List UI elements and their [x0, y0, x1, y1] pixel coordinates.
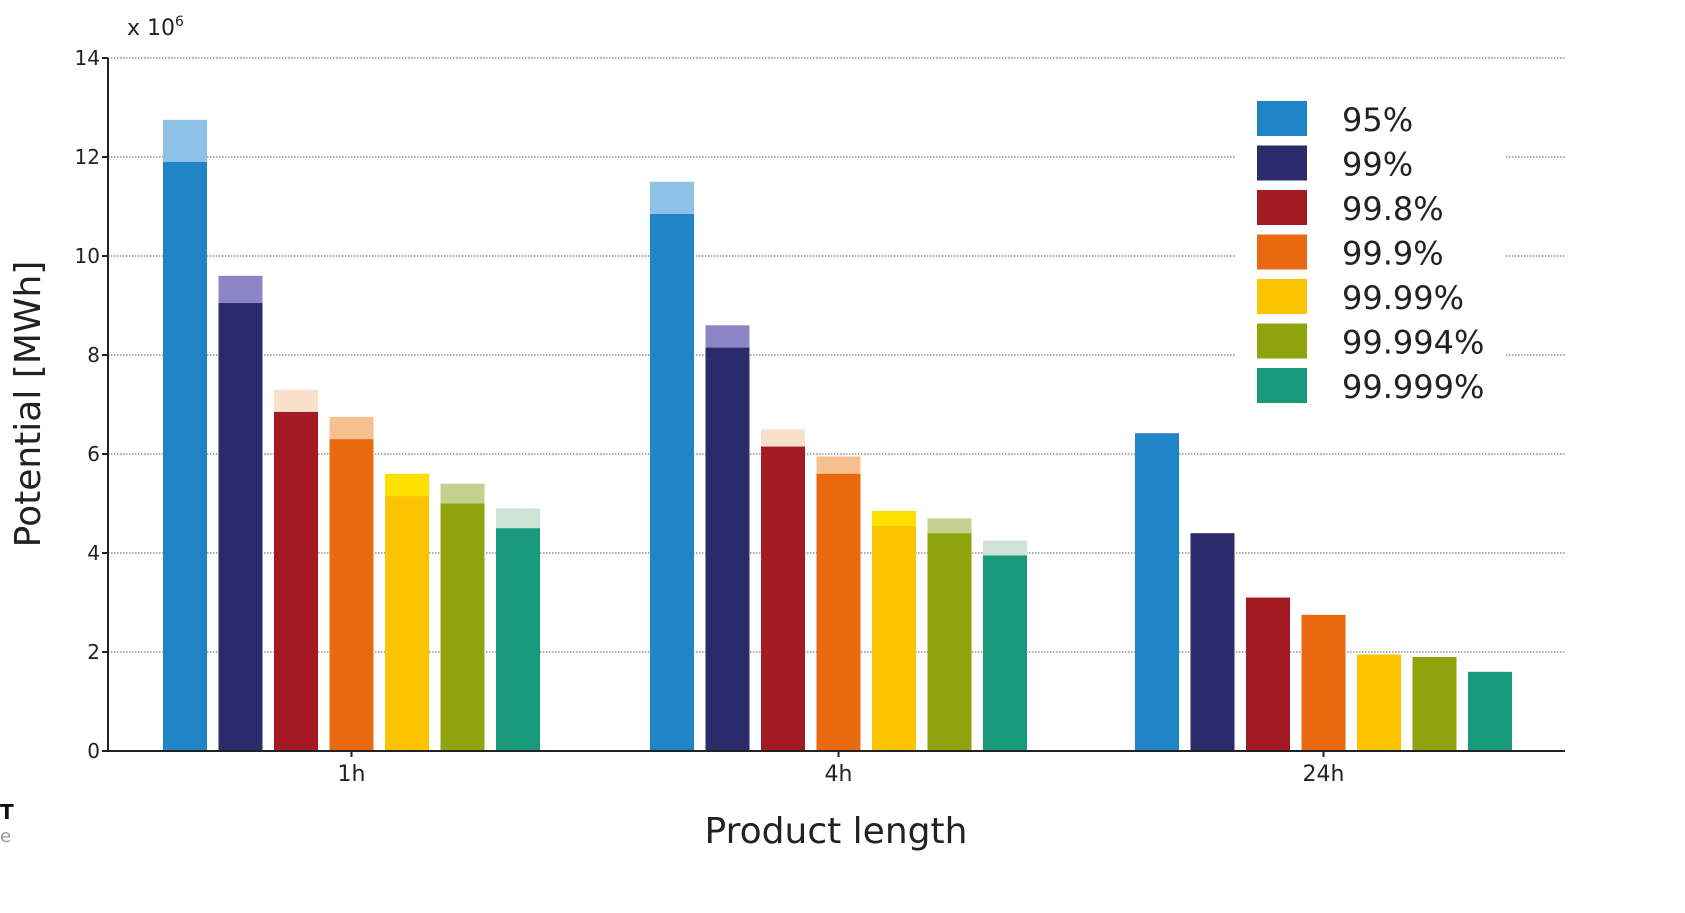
bar — [1190, 533, 1235, 751]
legend-swatch — [1257, 279, 1307, 314]
bar — [650, 213, 694, 752]
legend-label: 99.994% — [1342, 324, 1484, 362]
bar — [1135, 433, 1179, 751]
bar — [705, 347, 750, 751]
bar — [1246, 597, 1290, 751]
legend-label: 99.999% — [1342, 368, 1484, 406]
y-tick-label: 2 — [87, 640, 100, 664]
legend-swatch — [1257, 145, 1307, 181]
bar — [1468, 671, 1512, 751]
corner-fragment-2: e — [0, 826, 12, 847]
legend-swatch — [1257, 368, 1307, 403]
y-tick-label: 6 — [87, 442, 100, 466]
y-multiplier-base: x 10 — [127, 16, 175, 41]
bar — [440, 503, 485, 751]
bar-range-segment — [927, 518, 972, 534]
bar — [274, 411, 318, 751]
y-axis-title: Potential [MWh] — [8, 261, 49, 548]
x-tick-label: 1h — [338, 762, 366, 787]
y-ticks: 0 2 4 6 8 10 12 14 — [75, 46, 108, 763]
bar-range-segment — [385, 473, 429, 497]
y-tick-label: 0 — [87, 739, 100, 763]
bar — [218, 303, 263, 751]
bar — [329, 439, 374, 751]
y-tick-label: 14 — [75, 46, 100, 70]
bar — [816, 473, 861, 751]
legend-label: 99.8% — [1342, 190, 1444, 228]
bar-range-segment — [705, 325, 750, 348]
x-tick-label: 24h — [1303, 762, 1345, 787]
bar — [761, 446, 805, 751]
bar-range-segment — [163, 119, 207, 162]
bar — [1301, 614, 1346, 751]
y-tick-label: 8 — [87, 343, 100, 367]
x-ticks: 1h 4h 24h — [338, 751, 1345, 787]
legend-swatch — [1257, 190, 1307, 225]
legend-label: 99% — [1342, 146, 1413, 184]
bar — [1412, 656, 1457, 751]
legend-swatch — [1257, 234, 1307, 270]
bar-range-segment — [761, 429, 805, 447]
y-tick-label: 12 — [75, 145, 100, 169]
bar-range-segment — [983, 540, 1027, 556]
bar-range-segment — [218, 275, 263, 304]
bar — [163, 161, 207, 751]
legend-label: 99.99% — [1342, 279, 1464, 317]
bar-range-segment — [440, 483, 485, 504]
legend-swatch — [1257, 101, 1307, 136]
bar — [1357, 654, 1401, 751]
bar — [872, 525, 916, 751]
bar — [496, 528, 540, 751]
bar-range-segment — [872, 510, 916, 526]
legend: 95% 99% 99.8% 99.9% 99.99% 99.994% 99.999% — [1235, 88, 1505, 413]
bar — [927, 533, 972, 751]
corner-fragment-1: T — [0, 800, 14, 824]
bar-range-segment — [329, 416, 374, 440]
x-axis-title: Product length — [705, 811, 968, 852]
legend-label: 95% — [1342, 101, 1413, 139]
y-tick-label: 4 — [87, 541, 100, 565]
x-tick-label: 4h — [825, 762, 853, 787]
legend-label: 99.9% — [1342, 235, 1444, 273]
bar-range-segment — [496, 508, 540, 529]
bar-range-segment — [650, 181, 694, 214]
bar — [385, 496, 429, 751]
bar — [983, 555, 1027, 751]
bar-range-segment — [274, 389, 318, 412]
bars — [163, 119, 1512, 752]
y-multiplier-label: x 106 — [127, 14, 184, 41]
legend-swatch — [1257, 323, 1307, 359]
y-multiplier-exponent: 6 — [175, 14, 184, 30]
y-tick-label: 10 — [75, 244, 100, 268]
bar-range-segment — [816, 456, 861, 474]
